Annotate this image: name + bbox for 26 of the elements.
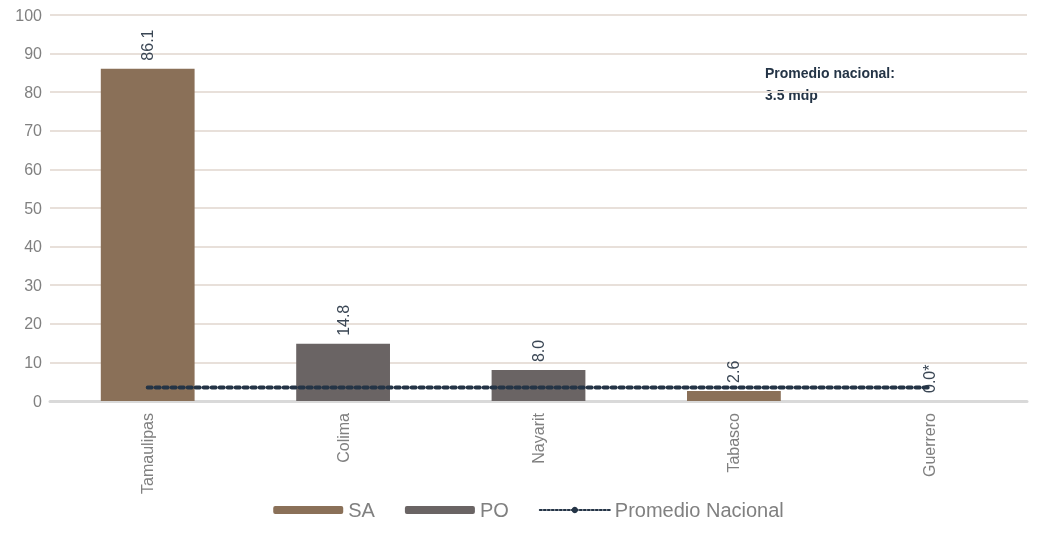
bar: [100, 68, 195, 401]
y-tick-label: 30: [24, 276, 43, 294]
x-tick-label: Tabasco: [725, 412, 743, 473]
y-tick-label: 20: [24, 315, 43, 333]
y-tick-label: 0: [33, 392, 43, 410]
legend-label: SA: [348, 499, 376, 521]
y-tick-label: 50: [24, 199, 43, 217]
y-tick-label: 60: [24, 160, 43, 178]
y-tick-label: 90: [24, 45, 43, 63]
x-tick-label: Guerrero: [920, 412, 938, 478]
data-label: 86.1: [139, 29, 157, 61]
data-label: 2.6: [725, 360, 743, 383]
y-tick-label: 40: [24, 238, 43, 256]
data-label: 8.0: [530, 339, 547, 363]
legend-label: Promedio Nacional: [614, 499, 784, 521]
x-tick-label: Tamaulipas: [139, 413, 157, 494]
y-tick-label: 80: [24, 83, 43, 101]
x-tick-label: Nayarit: [530, 412, 547, 464]
y-tick-label: 70: [24, 122, 43, 140]
bar: [687, 390, 781, 401]
bar: [296, 343, 390, 401]
y-tick-label: 100: [15, 6, 43, 24]
data-label: 14.8: [334, 304, 352, 336]
y-tick-label: 10: [24, 353, 43, 371]
x-tick-label: Colima: [334, 412, 352, 463]
legend-label: PO: [479, 499, 509, 521]
